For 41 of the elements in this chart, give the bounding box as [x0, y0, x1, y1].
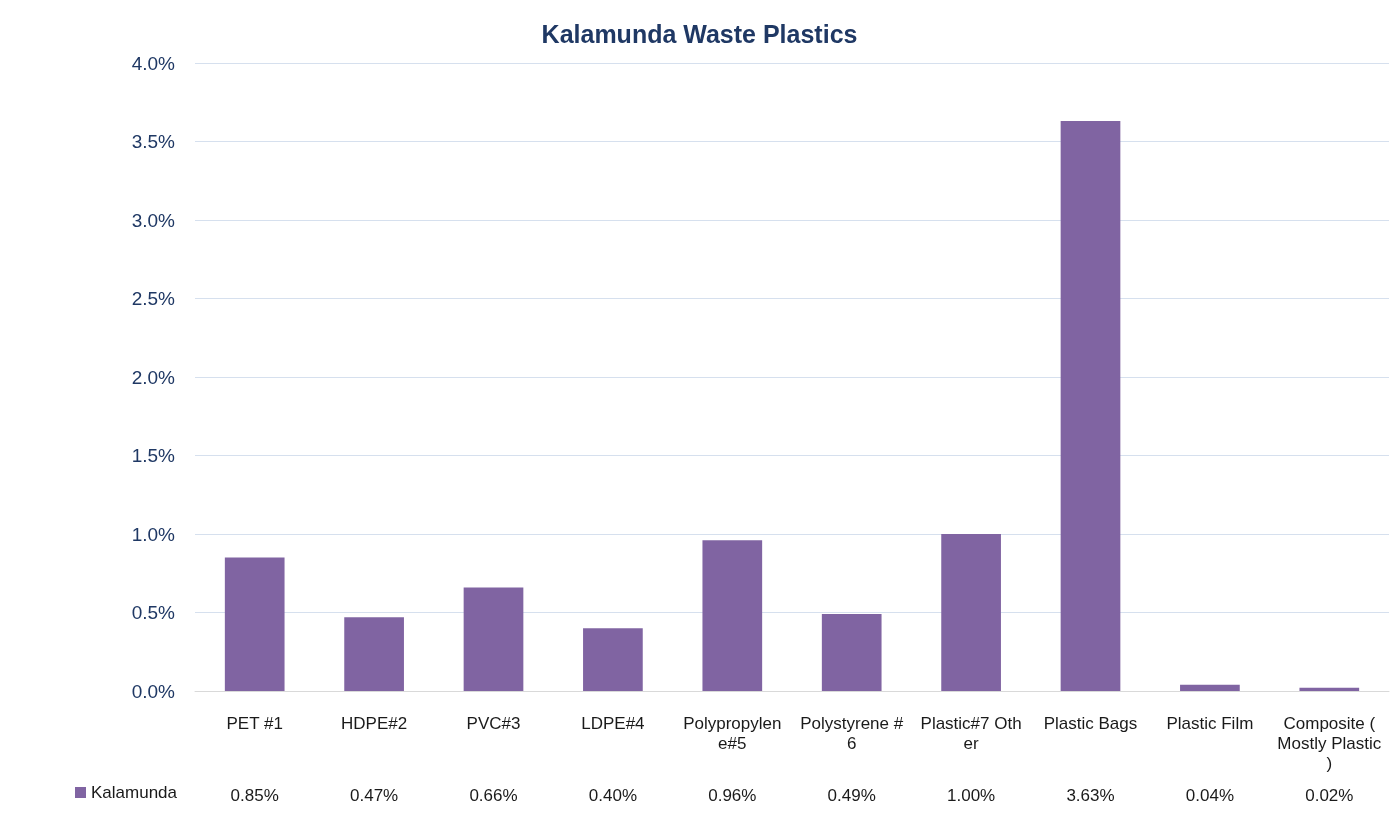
- x-tick-label: PET #1: [226, 713, 283, 733]
- y-tick-label: 1.0%: [131, 523, 176, 545]
- data-label: 0.04%: [1185, 785, 1234, 805]
- x-tick-label: Plastic Film: [1166, 713, 1254, 733]
- x-tick-label: Plastic Bags: [1043, 713, 1138, 733]
- data-label: 0.96%: [708, 785, 757, 805]
- bar: [941, 534, 1001, 691]
- bar: [1060, 121, 1121, 691]
- x-tick-label: HDPE#2: [341, 713, 408, 733]
- x-tick-label: PVC#3: [466, 713, 521, 733]
- chart-title: Kalamunda Waste Plastics: [541, 19, 858, 48]
- data-label: 0.49%: [827, 785, 876, 805]
- y-tick-label: 2.0%: [131, 366, 176, 388]
- bar: [702, 540, 763, 691]
- y-tick-label: 3.5%: [131, 131, 176, 152]
- y-tick-label: 0.5%: [131, 602, 176, 623]
- data-label: 0.02%: [1305, 785, 1354, 805]
- bar: [583, 628, 643, 691]
- bar: [821, 614, 882, 691]
- y-tick-label: 4.0%: [131, 52, 176, 74]
- bar: [1299, 687, 1360, 691]
- data-label: 3.63%: [1066, 785, 1115, 805]
- x-tick-label: LDPE#4: [581, 713, 645, 733]
- data-label: 0.47%: [350, 785, 399, 805]
- x-tick-label: Polystyrene #6: [800, 713, 904, 753]
- bar: [1180, 684, 1240, 691]
- legend-label: Kalamunda: [91, 783, 178, 802]
- y-tick-label: 0.0%: [131, 680, 176, 702]
- data-label: 1.00%: [947, 785, 996, 805]
- data-label: 0.40%: [588, 785, 637, 805]
- x-tick-label: Plastic#7 Other: [920, 713, 1022, 753]
- y-tick-label: 2.5%: [131, 288, 176, 309]
- bar: [224, 557, 285, 691]
- bar: [463, 587, 524, 691]
- y-tick-label: 3.0%: [131, 209, 176, 231]
- x-tick-label: Composite (Mostly Plastic): [1277, 713, 1382, 773]
- data-label: 0.66%: [469, 785, 518, 805]
- bar: [344, 617, 404, 691]
- x-tick-label: Polypropylene#5: [683, 713, 782, 753]
- data-label: 0.85%: [230, 785, 279, 805]
- y-tick-label: 1.5%: [131, 445, 176, 466]
